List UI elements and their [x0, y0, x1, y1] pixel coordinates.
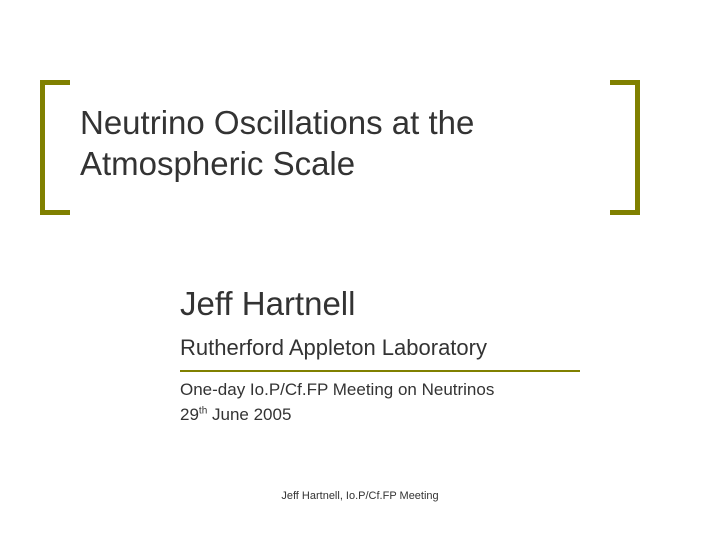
- slide-title: Neutrino Oscillations at the Atmospheric…: [80, 102, 600, 185]
- footer-text: Jeff Hartnell, Io.P/Cf.FP Meeting: [0, 490, 720, 502]
- meeting-line: One-day Io.P/Cf.FP Meeting on Neutrinos: [180, 380, 494, 400]
- date-suffix: th: [199, 405, 207, 416]
- date-day: 29: [180, 405, 199, 424]
- underline-rule: [180, 370, 580, 372]
- author-name: Jeff Hartnell: [180, 285, 355, 323]
- bracket-right: [610, 80, 640, 215]
- date-line: 29th June 2005: [180, 405, 291, 425]
- date-rest: June 2005: [207, 405, 291, 424]
- affiliation: Rutherford Appleton Laboratory: [180, 335, 487, 361]
- bracket-left: [40, 80, 70, 215]
